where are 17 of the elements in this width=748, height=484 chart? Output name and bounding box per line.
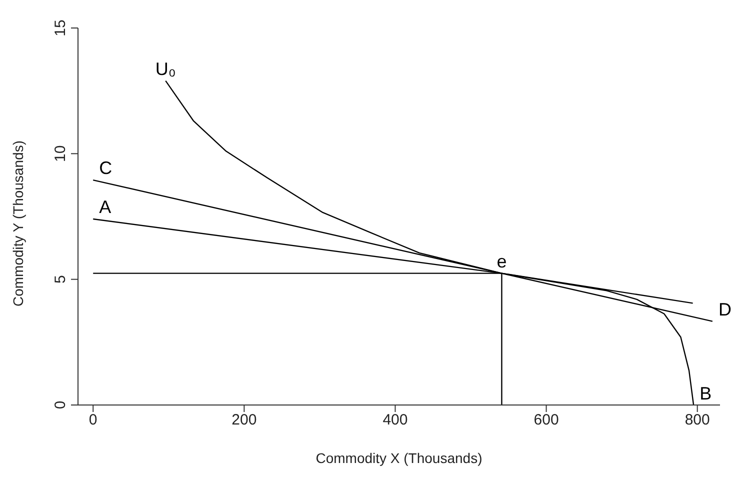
annotation: e — [496, 251, 507, 272]
x-tick-label: 800 — [684, 412, 710, 429]
x-tick-label: 0 — [88, 412, 98, 429]
annotation: A — [99, 197, 112, 218]
x-tick-label: 400 — [382, 412, 408, 429]
y-tick-label: 10 — [52, 145, 69, 162]
annotation: D — [718, 300, 732, 320]
y-tick-label: 0 — [52, 400, 69, 410]
x-axis-title: Commodity X (Thousands) — [316, 450, 482, 466]
annotation: U₀ — [155, 58, 176, 79]
x-tick-label: 600 — [534, 412, 559, 429]
annotation: C — [99, 158, 112, 178]
y-tick-label: 15 — [52, 20, 69, 36]
y-axis-title: Commodity Y (Thousands) — [10, 140, 26, 306]
annotation: B — [700, 383, 712, 404]
y-tick-label: 5 — [52, 275, 69, 284]
x-tick-label: 200 — [232, 412, 257, 429]
